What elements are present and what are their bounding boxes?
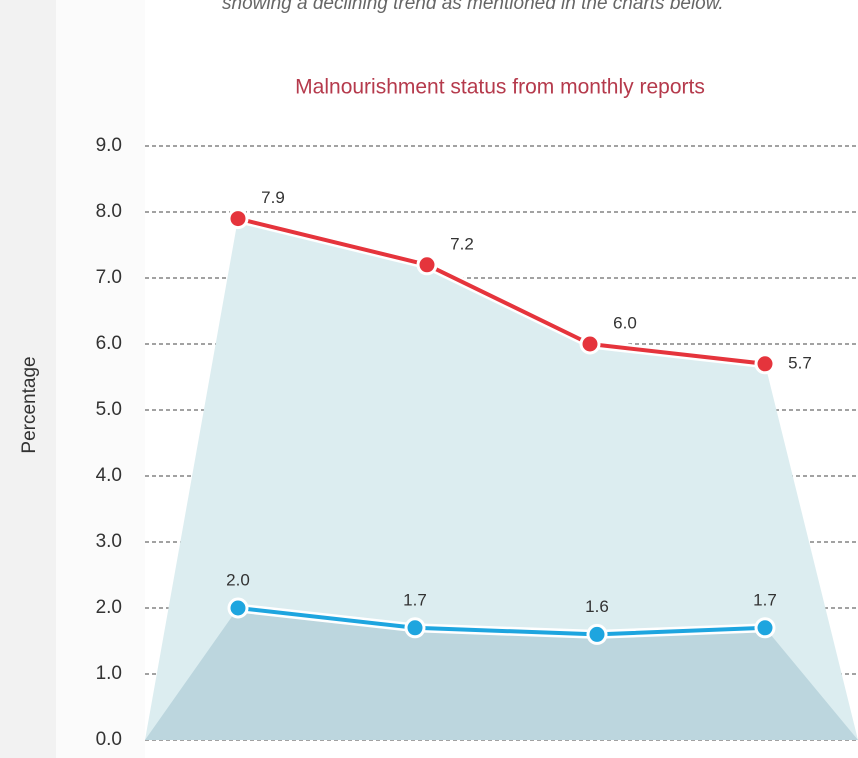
area-fill (145, 608, 858, 740)
series-line (237, 216, 766, 366)
y-axis-label: Percentage (19, 356, 40, 453)
y-tick-label: 8.0 (96, 201, 122, 222)
data-label: 1.6 (585, 597, 609, 616)
point (227, 208, 249, 230)
y-tick-label: 6.0 (96, 333, 122, 354)
point (579, 333, 601, 355)
axis-band (56, 0, 145, 758)
y-tick-label: 1.0 (96, 663, 122, 684)
series-line (237, 606, 766, 637)
data-label: 6.0 (613, 313, 637, 332)
point (227, 597, 249, 619)
intro-text: showing a declining trend as mentioned i… (222, 0, 724, 14)
data-label: 7.2 (450, 234, 474, 253)
areas (145, 218, 858, 741)
y-tick-label: 0.0 (96, 729, 122, 750)
point (754, 617, 776, 639)
data-label: 5.7 (788, 353, 812, 372)
data-label: 2.0 (226, 570, 250, 589)
side-band (0, 0, 56, 758)
y-tick-label: 2.0 (96, 597, 122, 618)
point (586, 623, 608, 645)
data-label: 7.9 (261, 188, 285, 207)
y-tick-label: 9.0 (96, 135, 122, 156)
y-tick-label: 5.0 (96, 399, 122, 420)
chart-title: Malnourishment status from monthly repor… (295, 76, 705, 99)
point (404, 617, 426, 639)
area-fill (145, 218, 858, 741)
data-label: 1.7 (753, 590, 777, 609)
y-tick-label: 3.0 (96, 531, 122, 552)
lines: 7.9 7.2 6.0 5.7 2.0 1.7 1.6 1.7 (226, 188, 812, 645)
point (754, 353, 776, 375)
point (416, 254, 438, 276)
data-label: 1.7 (403, 590, 427, 609)
y-tick-label: 4.0 (96, 465, 122, 486)
y-tick-label: 7.0 (96, 267, 122, 288)
grid: 0.0 1.0 2.0 3.0 4.0 5.0 6.0 7.0 8.0 9.0 (96, 135, 858, 750)
